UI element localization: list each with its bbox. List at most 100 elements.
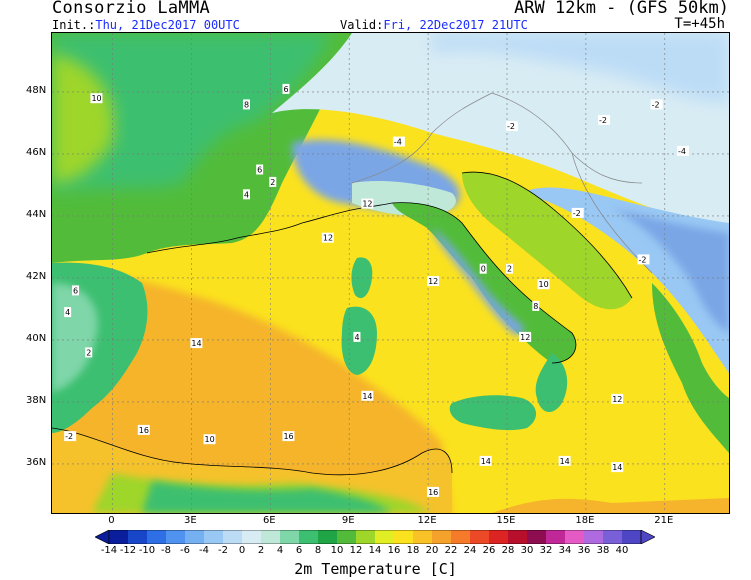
contour-label: -4 <box>394 138 402 147</box>
longitude-label: 21E <box>654 515 674 526</box>
model-title: ARW 12km - (GFS 50km) <box>514 0 729 18</box>
colorbar-cell <box>337 530 357 544</box>
colorbar-tick-label: 0 <box>238 545 246 556</box>
atlantic-warm-zone <box>52 53 114 183</box>
longitude-label: 0 <box>108 515 115 526</box>
colorbar-cell <box>451 530 471 544</box>
colorbar-tick-label: -12 <box>119 545 137 556</box>
contour-label-background <box>361 390 374 401</box>
contour-label-background <box>532 300 540 311</box>
contour-label: 10 <box>205 435 215 444</box>
spain-cool-zone <box>52 283 98 393</box>
longitude-label: 18E <box>575 515 595 526</box>
warm-sea-south <box>492 498 729 513</box>
colorbar-tick-label: -6 <box>180 545 190 556</box>
colorbar-tick-label: -10 <box>138 545 156 556</box>
contour-label-background <box>611 393 624 404</box>
contour-labels: 14 16 14 14 14 14 12 12 12 16 16 10 12 12 4 6 8 10 6 4 2 -2 -2… <box>64 83 689 497</box>
forecast-step: T=+45h <box>674 16 725 32</box>
contour-label-background <box>650 99 663 110</box>
colorbar-cell <box>128 530 148 544</box>
colorbar-tick-label: 6 <box>295 545 303 556</box>
colorbar-tick-label: 36 <box>577 545 591 556</box>
contour-label-background <box>637 254 650 265</box>
colorbar-tick-label: 20 <box>425 545 439 556</box>
coastlines <box>52 171 633 476</box>
contour-label-background <box>676 145 689 156</box>
contour-label: 8 <box>244 100 249 109</box>
organization-title: Consorzio LaMMA <box>52 0 211 18</box>
contour-label-background <box>190 338 203 349</box>
contour-label-background <box>598 114 611 125</box>
colorbar-cell <box>413 530 433 544</box>
colorbar-tick-label: 28 <box>501 545 515 556</box>
contour-label-background <box>537 279 550 290</box>
colorbar-tick-label: 18 <box>406 545 420 556</box>
contour-label: 12 <box>362 200 372 209</box>
contour-label-background <box>427 276 440 287</box>
colorbar-cell <box>546 530 566 544</box>
contour-label-background <box>361 198 374 209</box>
init-label: Init.: <box>52 18 96 32</box>
contour-label-background <box>505 121 518 132</box>
colorbar-cell <box>470 530 490 544</box>
colorbar-cell <box>489 530 509 544</box>
contour-label-background <box>427 486 440 497</box>
colorbar-cell <box>299 530 319 544</box>
longitude-label: 9E <box>341 515 355 526</box>
contour-label: 2 <box>507 265 512 274</box>
contour-label-background <box>611 462 624 473</box>
contour-label: 4 <box>244 190 249 199</box>
colorbar-arrow-low <box>95 530 110 544</box>
contour-label-background <box>203 434 216 445</box>
colorbar-cell <box>508 530 528 544</box>
colorbar-cell <box>565 530 585 544</box>
colorbar-tick-label: 32 <box>539 545 553 556</box>
contour-label-background <box>571 207 584 218</box>
colorbar-tick-label: 4 <box>276 545 284 556</box>
contour-label-background <box>282 431 295 442</box>
sicily-land <box>449 395 537 431</box>
contour-label-background <box>282 83 290 94</box>
central-europe-land <box>272 33 729 233</box>
longitude-label: 12E <box>417 515 437 526</box>
colorbar-cell <box>584 530 604 544</box>
contour-label: -2 <box>652 100 660 109</box>
colorbar-tick-label: 10 <box>330 545 344 556</box>
calabria-land <box>535 353 568 413</box>
contour-label-background <box>558 455 571 466</box>
latitude-label: 46N <box>26 146 47 158</box>
colorbar-tick-label: 22 <box>444 545 458 556</box>
contour-label: 12 <box>520 333 530 342</box>
latitude-label: 48N <box>26 84 47 96</box>
france-cool-zone <box>52 33 332 193</box>
contour-label-background <box>242 189 250 200</box>
contour-label: -2 <box>599 116 607 125</box>
contour-label: 12 <box>323 234 333 243</box>
contour-label-background <box>479 455 492 466</box>
colorbar-cell <box>223 530 243 544</box>
greece-coast <box>652 283 729 453</box>
contour-label: 14 <box>481 457 491 466</box>
contour-label-background <box>353 331 361 342</box>
colorbar-tick-label: 38 <box>596 545 610 556</box>
contour-label: 14 <box>612 463 622 472</box>
colorbar-tick-label: 8 <box>314 545 322 556</box>
colorbar-cell <box>527 530 547 544</box>
contour-label-background <box>64 307 72 318</box>
contour-label: 4 <box>354 333 359 342</box>
apennines-cold-zone <box>432 228 524 336</box>
contour-label-background <box>137 424 150 435</box>
contour-label: 10 <box>539 280 549 289</box>
contour-label: -2 <box>573 209 581 218</box>
colorbar-cell <box>166 530 186 544</box>
colorbar-tick-label: 2 <box>257 545 265 556</box>
valid-label: Valid: <box>340 18 384 32</box>
colorbar-cell <box>242 530 262 544</box>
colorbar-tick-label: -2 <box>218 545 228 556</box>
contour-label: -2 <box>638 255 646 264</box>
africa-cool-zone <box>142 481 392 513</box>
colorbar-arrow-high <box>640 530 655 544</box>
colorbar-cell <box>261 530 281 544</box>
contour-label: 2 <box>270 178 275 187</box>
